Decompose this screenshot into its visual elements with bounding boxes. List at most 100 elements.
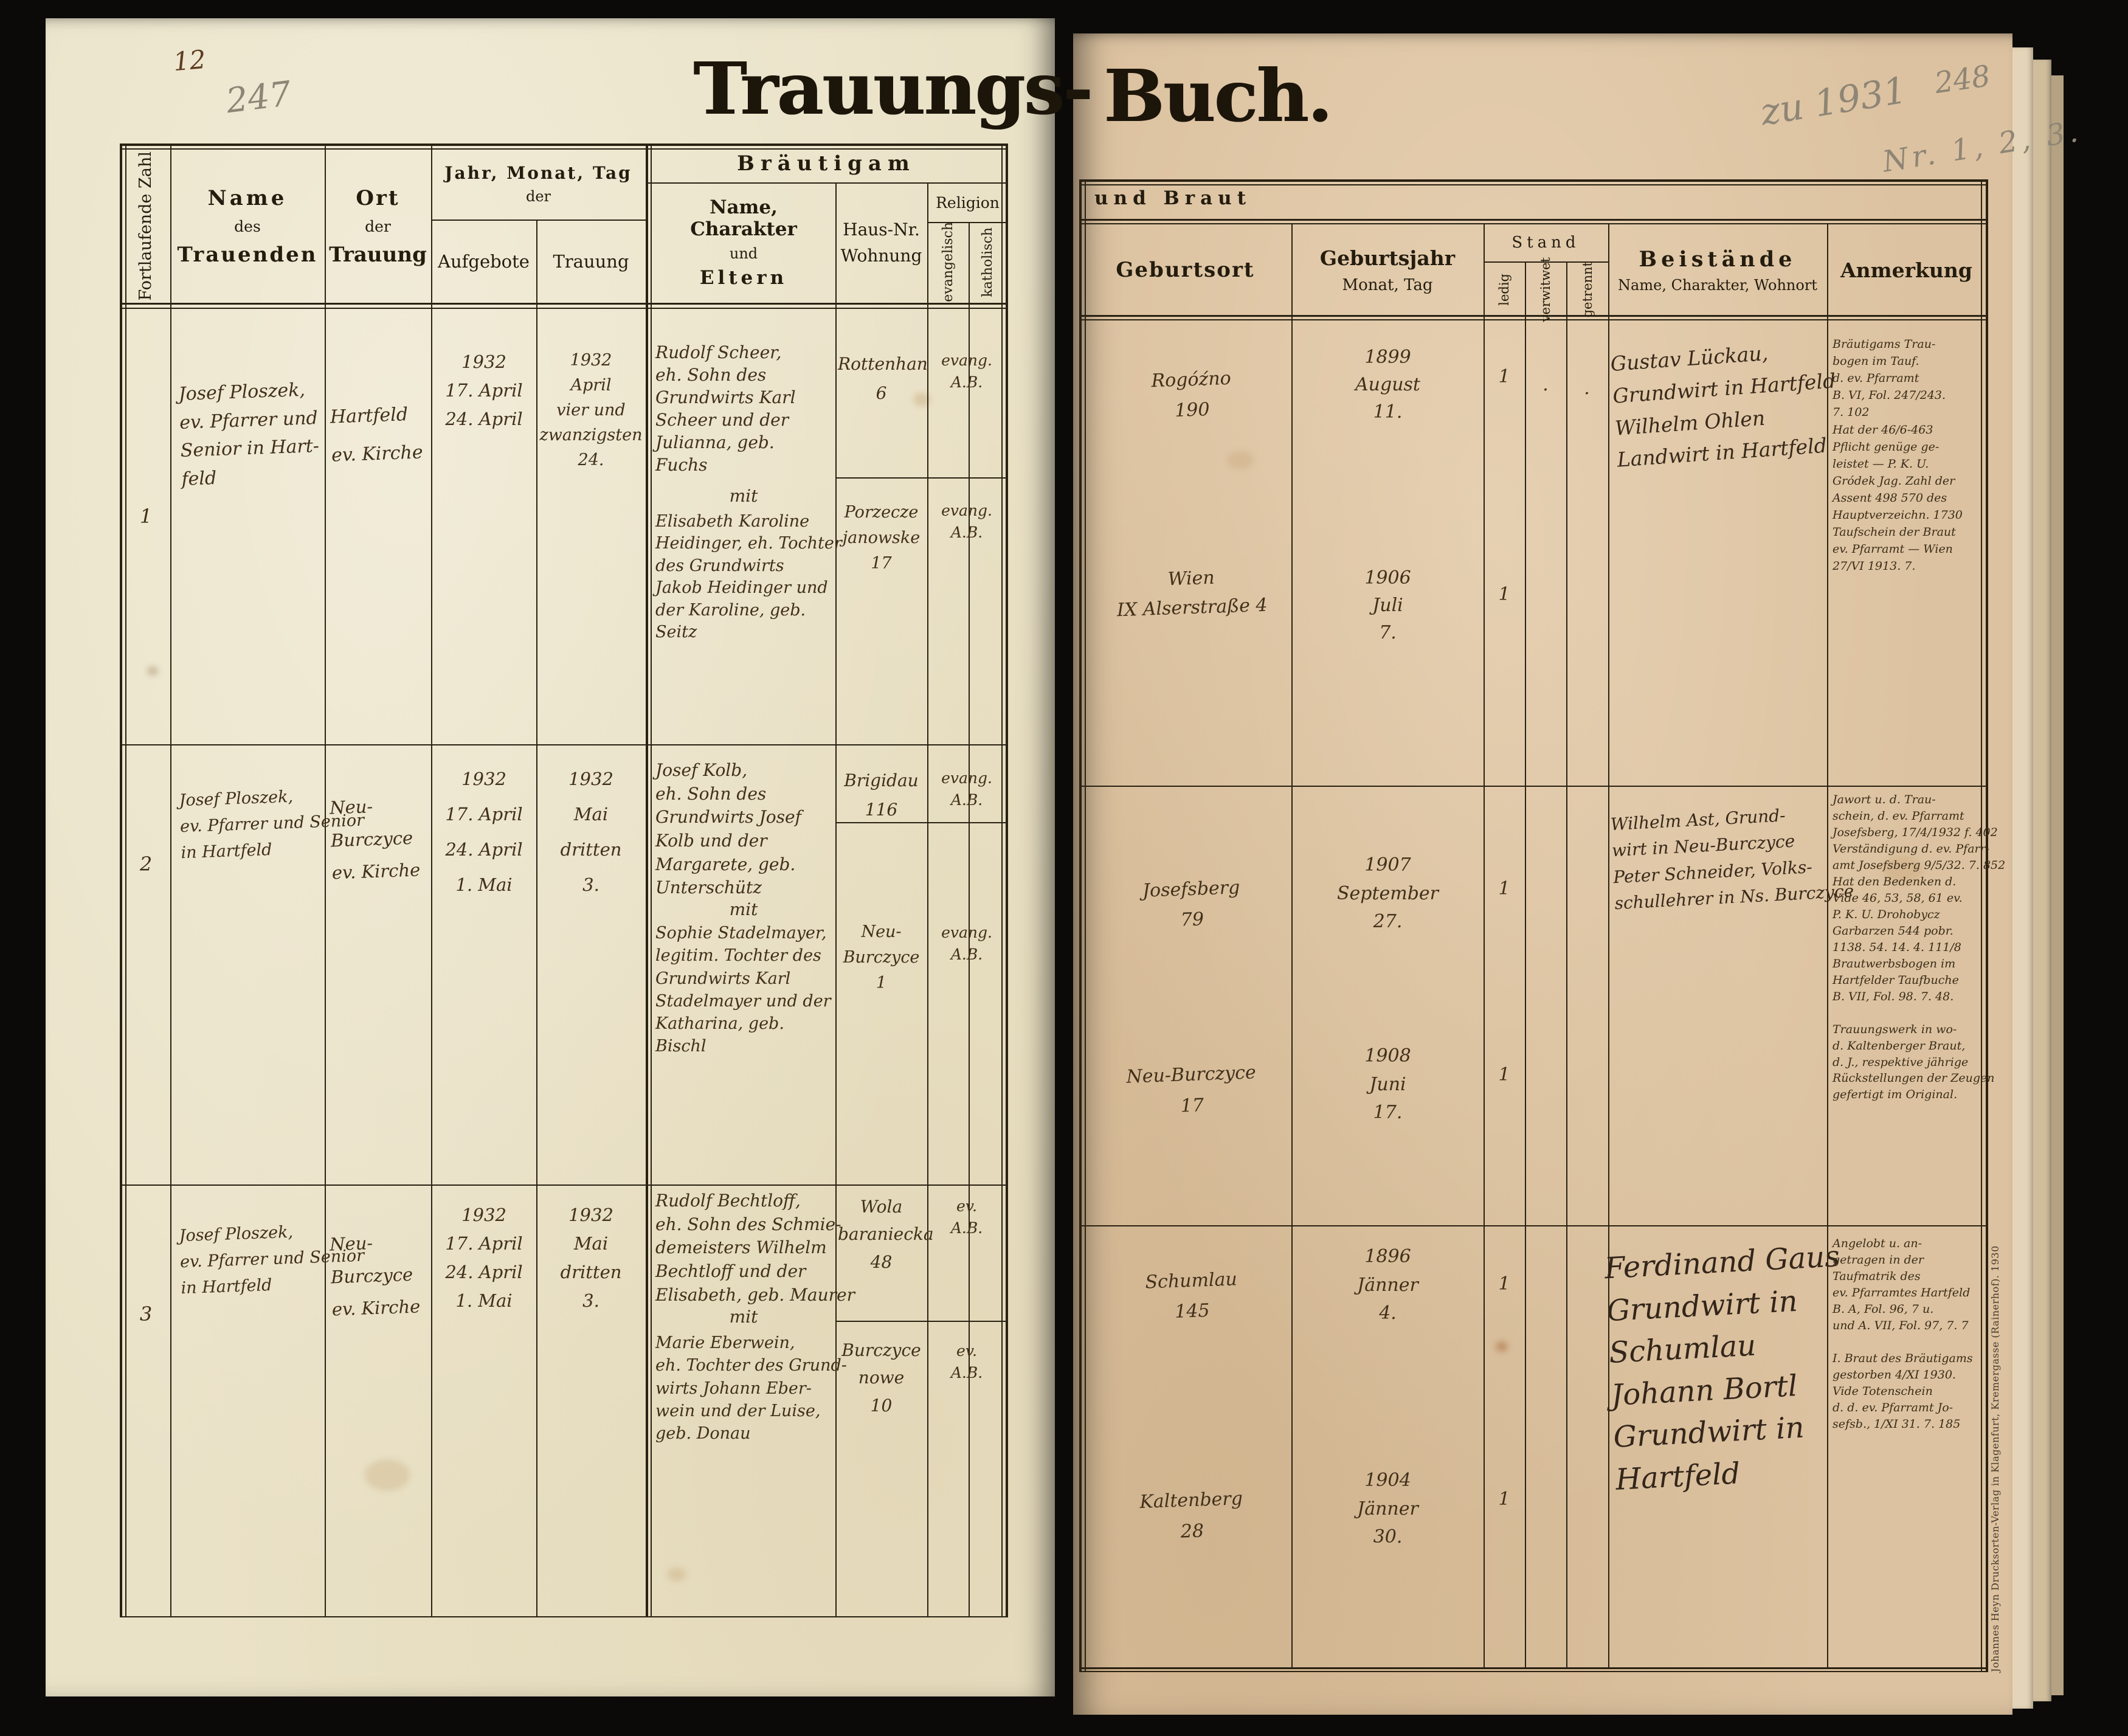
header-label: Monat, Tag (1342, 275, 1433, 294)
stain (668, 1568, 686, 1581)
header-beistaende: Beistände Name, Charakter, Wohnort (1609, 225, 1826, 315)
header-label: Anmerkung (1840, 258, 1972, 282)
header-label: Ort (356, 185, 400, 210)
header-label: Beistände (1639, 246, 1797, 272)
banns-dates: 1932 17. April 24. April 1. Mai (445, 769, 523, 895)
witnesses: Wilhelm Ast, Grund- wirt in Neu-Burczyce… (1609, 805, 1854, 914)
rule (1484, 261, 1608, 263)
rule (120, 144, 1008, 146)
groom-residence: Wola baraniecka 48 (838, 1197, 934, 1272)
marriage-place: Hartfeld ev. Kirche (330, 404, 424, 466)
bride-stand-ledig: 1 (1498, 1489, 1510, 1510)
bride-birthplace: Kaltenberg 28 (1139, 1488, 1243, 1543)
header-label: getrennt (1580, 261, 1595, 318)
witnesses: Gustav Lückau, Grundwirt in Hartfeld Wil… (1609, 341, 1837, 472)
rule (1079, 219, 1988, 221)
banns-dates: 1932 17. April 24. April 1. Mai (445, 1205, 523, 1311)
header-geburtsort: Geburtsort (1080, 225, 1290, 315)
column-divider (969, 222, 970, 1617)
column-divider (1525, 263, 1526, 1667)
header-label: Wohnung (840, 246, 922, 266)
left-folio-pencil: 247 (224, 74, 294, 122)
header-name-des-trauenden: Name des Trauenden (171, 150, 323, 303)
rule (646, 182, 1008, 184)
header-label: Stand (1511, 233, 1580, 252)
marriage-place: Neu- Burczyce ev. Kirche (329, 796, 421, 884)
header-label: Haus-Nr. (843, 220, 920, 240)
header-label: Geburtsort (1116, 258, 1255, 282)
left-page (46, 18, 1055, 1696)
page-edge-stack-1 (2012, 47, 2033, 1709)
right-folio-pencil: 248 (1932, 58, 1992, 101)
header-label: evangelisch (940, 222, 956, 302)
header-label: verwitwet (1538, 257, 1553, 322)
header-label: Geburtsjahr (1319, 246, 1456, 270)
header-label: Trauung (553, 251, 629, 272)
page-edge-stack-3 (2051, 75, 2064, 1695)
remarks: Angelobt u. an- getragen in der Taufmatr… (1833, 1237, 1973, 1431)
header-haus-nr-wohnung: Haus-Nr. Wohnung (837, 185, 926, 300)
mit-word: mit (729, 899, 758, 919)
marriage-date: 1932 Mai dritten 3. (560, 769, 622, 895)
groom-birthplace: Schumlau 145 (1144, 1268, 1238, 1323)
cell-divider (835, 477, 1008, 479)
bride-residence: Burczyce nowe 10 (841, 1340, 921, 1416)
bride-residence: Porzecze janowske 17 (842, 503, 921, 573)
rule (431, 220, 646, 221)
entry-number: 2 (139, 852, 153, 876)
column-divider (646, 144, 648, 1617)
mit-word: mit (729, 1307, 758, 1327)
right-page (1073, 33, 2012, 1715)
header-label: Fortlaufende Zahl (136, 151, 155, 301)
bride-birthplace: Neu-Burczyce 17 (1125, 1062, 1257, 1117)
rule (927, 222, 1008, 223)
rule (1001, 144, 1003, 1617)
marriage-date: 1932 Mai dritten 3. (560, 1205, 622, 1311)
groom-birthdate: 1899 August 11. (1355, 347, 1420, 423)
header-name-charakter-eltern: Name, Charakter und Eltern (653, 185, 834, 300)
header-label: der (365, 217, 391, 235)
rule (1079, 1667, 1988, 1669)
groom-stand-ledig: 1 (1498, 878, 1510, 899)
bride-religion: evang. A.B. (941, 924, 992, 964)
header-label: Trauenden (177, 242, 318, 267)
column-divider (1484, 223, 1485, 1667)
header-label: katholisch (980, 227, 995, 297)
header-trauung: Trauung (537, 221, 644, 302)
banns-dates: 1932 17. April 24. April (445, 351, 523, 429)
left-page-title: Trauungs- (693, 46, 1093, 131)
right-page-title: Buch. (1104, 54, 1332, 138)
row-divider (120, 744, 1008, 745)
header-label: Trauung (329, 242, 427, 267)
page-edge-stack-2 (2033, 60, 2051, 1701)
rule (120, 1616, 1008, 1617)
row-divider (1079, 786, 1988, 787)
remarks: Jawort u. d. Trau- schein, d. ev. Pfarra… (1833, 793, 2006, 1102)
remarks: Bräutigams Trau- bogen im Tauf. d. ev. P… (1833, 337, 1963, 573)
header-label: Religion (936, 193, 1000, 212)
groom-birthplace: Rogóźno 190 (1150, 367, 1232, 421)
header-label: des (234, 217, 261, 235)
stain (147, 666, 158, 676)
row-divider (120, 1184, 1008, 1186)
left-folio-ink: 12 (171, 44, 207, 77)
header-label: Aufgebote (438, 251, 530, 272)
header-anmerkung: Anmerkung (1828, 225, 1985, 315)
stain (365, 1459, 410, 1491)
column-divider (1566, 263, 1567, 1667)
entry-number: 1 (139, 505, 153, 528)
groom-details: Rudolf Scheer, eh. Sohn des Grundwirts K… (655, 342, 796, 475)
groom-religion: evang. A.B. (941, 769, 992, 809)
header-label: und (729, 245, 758, 262)
stain (1496, 1341, 1508, 1352)
rule (1085, 179, 1086, 1672)
rule (120, 308, 1008, 309)
bride-stand-ledig: 1 (1498, 1064, 1510, 1085)
row-divider (1079, 1225, 1988, 1226)
header-fortlaufende-zahl: Fortlaufende Zahl (121, 150, 170, 303)
column-divider (536, 220, 537, 1617)
stain (913, 393, 930, 406)
header-label: Name, Charakter, Wohnort (1618, 276, 1817, 294)
column-divider (325, 144, 326, 1617)
